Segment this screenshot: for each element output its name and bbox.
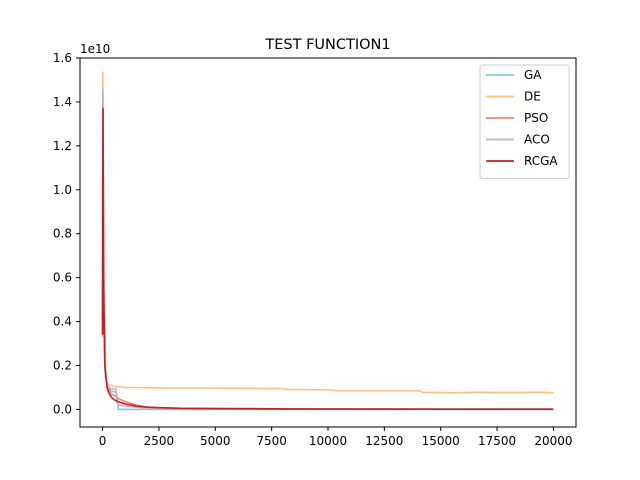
x-tick-label: 20000 [534, 434, 572, 448]
y-tick-label: 0.2 [53, 359, 72, 373]
y-tick-label: 0.8 [53, 227, 72, 241]
legend: GA DE PSO ACO RCGA [479, 64, 570, 179]
x-tick-label: 17500 [478, 434, 516, 448]
chart-title: TEST FUNCTION1 [264, 37, 390, 53]
x-tick-label: 7500 [256, 434, 287, 448]
x-axis-ticks: 0 2500 5000 7500 10000 12500 15000 17500 20000 [99, 427, 573, 448]
y-tick-label: 0.4 [53, 315, 72, 329]
legend-label-aco: ACO [524, 133, 550, 147]
y-tick-label: 1.6 [53, 51, 72, 65]
x-tick-label: 12500 [365, 434, 403, 448]
x-tick-label: 15000 [422, 434, 460, 448]
x-tick-label: 0 [99, 434, 107, 448]
y-tick-label: 1.0 [53, 183, 72, 197]
axes-frame [79, 57, 577, 428]
y-tick-label: 1.2 [53, 139, 72, 153]
legend-label-rcga: RCGA [524, 154, 558, 168]
series-lines [101, 71, 554, 411]
x-tick-label: 5000 [200, 434, 231, 448]
x-tick-label: 2500 [144, 434, 175, 448]
x-tick-label: 10000 [309, 434, 347, 448]
y-tick-label: 0.6 [53, 271, 72, 285]
series-line-rcga [101, 107, 554, 411]
legend-label-pso: PSO [524, 111, 548, 125]
y-axis-ticks: 0.0 0.2 0.4 0.6 0.8 1.0 1.2 1.4 1.6 [53, 51, 80, 416]
legend-box [479, 64, 570, 179]
y-axis-offset-label: 1e10 [80, 42, 110, 56]
y-tick-label: 1.4 [53, 95, 72, 109]
y-tick-label: 0.0 [53, 402, 72, 416]
legend-label-de: DE [524, 90, 541, 104]
legend-label-ga: GA [524, 68, 542, 82]
